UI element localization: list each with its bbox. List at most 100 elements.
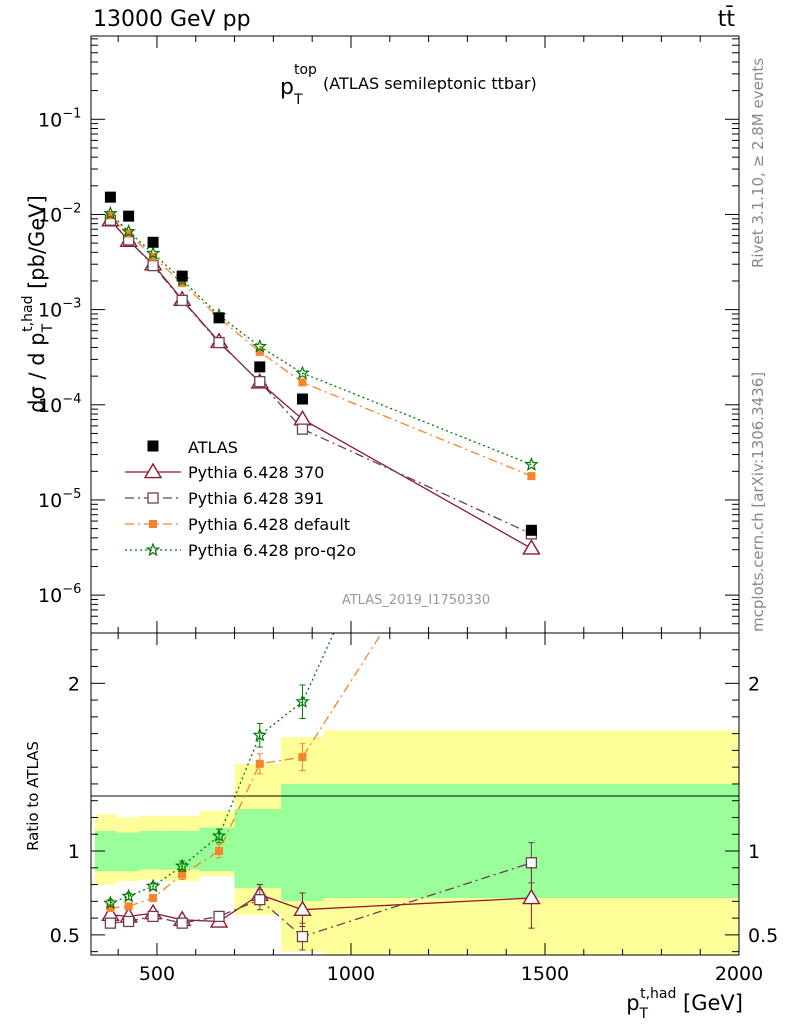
y-tick-label: 10−3 xyxy=(38,297,81,322)
legend-marker xyxy=(147,492,159,504)
series-point xyxy=(524,456,539,471)
series-point xyxy=(295,365,310,380)
uncertainty-band-green xyxy=(94,830,117,872)
ratio-point xyxy=(213,910,225,923)
series-point xyxy=(145,245,161,260)
data-point xyxy=(123,210,135,222)
ratio-point xyxy=(149,893,158,902)
series-point xyxy=(527,472,536,481)
ratio-frame xyxy=(90,632,740,956)
ratio-point xyxy=(522,888,541,905)
ratio-point xyxy=(296,930,309,943)
uncertainty-band-green xyxy=(139,830,165,870)
series-point xyxy=(296,423,309,435)
legend-marker xyxy=(149,520,157,528)
ratio-point xyxy=(526,191,537,202)
series-point xyxy=(255,347,264,356)
x-tick-label: 1500 xyxy=(521,963,569,985)
ratio-point xyxy=(211,828,227,843)
svg-text:(ATLAS semileptonic ttbar): (ATLAS semileptonic ttbar) xyxy=(323,74,537,93)
ratio-point xyxy=(147,910,159,923)
uncertainty-band-green xyxy=(234,809,282,888)
legend-marker xyxy=(145,542,161,557)
ratio-point xyxy=(254,894,266,906)
axes-layer: 500 1000 1500 2000 10−6 10−5 10−4 10−3 10−2 10−1 0… xyxy=(38,36,778,985)
y-tick-label: 10−5 xyxy=(38,487,81,512)
ratio-line xyxy=(110,633,335,904)
ratio-point xyxy=(525,857,538,869)
data-point xyxy=(104,191,116,203)
ratio-point xyxy=(293,900,312,917)
series-point xyxy=(254,376,266,388)
y-tick-label: 10−1 xyxy=(38,106,81,131)
series-line xyxy=(109,219,532,535)
ratio-line xyxy=(110,633,383,909)
x-tick-label: 1000 xyxy=(327,963,375,985)
data-point xyxy=(213,312,225,324)
ratio-point xyxy=(104,917,117,929)
series-point xyxy=(522,538,541,555)
ratio-y-axis-label: Ratio to ATLAS xyxy=(24,741,42,851)
legend-label: Pythia 6.428 391 xyxy=(188,489,324,508)
legend: ATLAS Pythia 6.428 370 Pythia 6.428 391 Pyt… xyxy=(125,438,356,560)
ratio-point xyxy=(145,878,161,893)
header-right: tt̄ xyxy=(718,6,736,32)
legend-marker xyxy=(143,462,163,479)
ratio-point xyxy=(122,915,135,928)
series-point xyxy=(176,294,188,307)
series-point xyxy=(147,259,159,272)
legend-marker-atlas xyxy=(147,440,159,452)
ratio-point xyxy=(106,904,115,913)
series-line xyxy=(109,213,532,466)
data-point xyxy=(147,236,159,248)
legend-label: Pythia 6.428 default xyxy=(188,515,350,534)
data-point xyxy=(525,524,537,536)
y-tick-label: 10−6 xyxy=(38,582,81,607)
analysis-id-label: ATLAS_2019_I1750330 xyxy=(342,593,490,608)
x-tick-label: 2000 xyxy=(715,963,763,985)
series-point xyxy=(252,338,268,353)
ratio-point xyxy=(255,759,264,768)
ratio-tick-label-left: 2 xyxy=(68,673,80,695)
ratio-point xyxy=(527,394,535,402)
legend-label-atlas: ATLAS xyxy=(188,438,238,457)
ratio-tick-label-left: 0.5 xyxy=(50,925,80,947)
ratio-point xyxy=(252,727,268,742)
ratio-point xyxy=(298,753,307,762)
ratio-tick-label-right: 1 xyxy=(748,841,760,863)
main-series-layer xyxy=(101,191,541,555)
ratio-point xyxy=(178,870,187,879)
data-point xyxy=(254,361,266,373)
title-main: p xyxy=(280,75,294,100)
header-left: 13000 GeV pp xyxy=(93,7,251,32)
series-point xyxy=(298,378,307,387)
svg-text:T: T xyxy=(293,92,303,108)
data-point xyxy=(296,393,308,405)
title-sub: T xyxy=(293,92,303,108)
data-point xyxy=(176,270,188,282)
ratio-point xyxy=(215,847,224,856)
series-point xyxy=(121,223,136,238)
ratio-series-layer xyxy=(101,191,541,951)
svg-text:p: p xyxy=(280,75,294,100)
legend-label: Pythia 6.428 pro-q2o xyxy=(188,541,356,560)
mcplots-label: mcplots.cern.ch [arXiv:1306.3436] xyxy=(749,372,767,632)
plot-title: p top T (ATLAS semileptonic ttbar) xyxy=(280,62,537,108)
ratio-tick-label-left: 1 xyxy=(68,841,80,863)
title-rest: (ATLAS semileptonic ttbar) xyxy=(323,74,537,93)
ratio-tick-label-right: 2 xyxy=(748,673,760,695)
svg-text:top: top xyxy=(294,62,317,78)
series-point xyxy=(103,205,118,220)
title-sup: top xyxy=(294,62,317,78)
y-axis-label: dσ / d pTt,had [pb/GeV] xyxy=(20,195,56,413)
series-point xyxy=(106,211,115,220)
x-tick-label: 500 xyxy=(139,963,175,985)
x-axis-label: pTt,had [GeV] xyxy=(626,986,743,1022)
ratio-point xyxy=(121,888,136,903)
ratio-point xyxy=(295,694,310,708)
y-tick-label: 10−4 xyxy=(38,392,81,417)
uncertainty-band-green xyxy=(116,832,140,872)
ratio-tick-label-right: 0.5 xyxy=(748,925,778,947)
rivet-version-label: Rivet 3.1.10, ≥ 2.8M events xyxy=(749,58,767,268)
